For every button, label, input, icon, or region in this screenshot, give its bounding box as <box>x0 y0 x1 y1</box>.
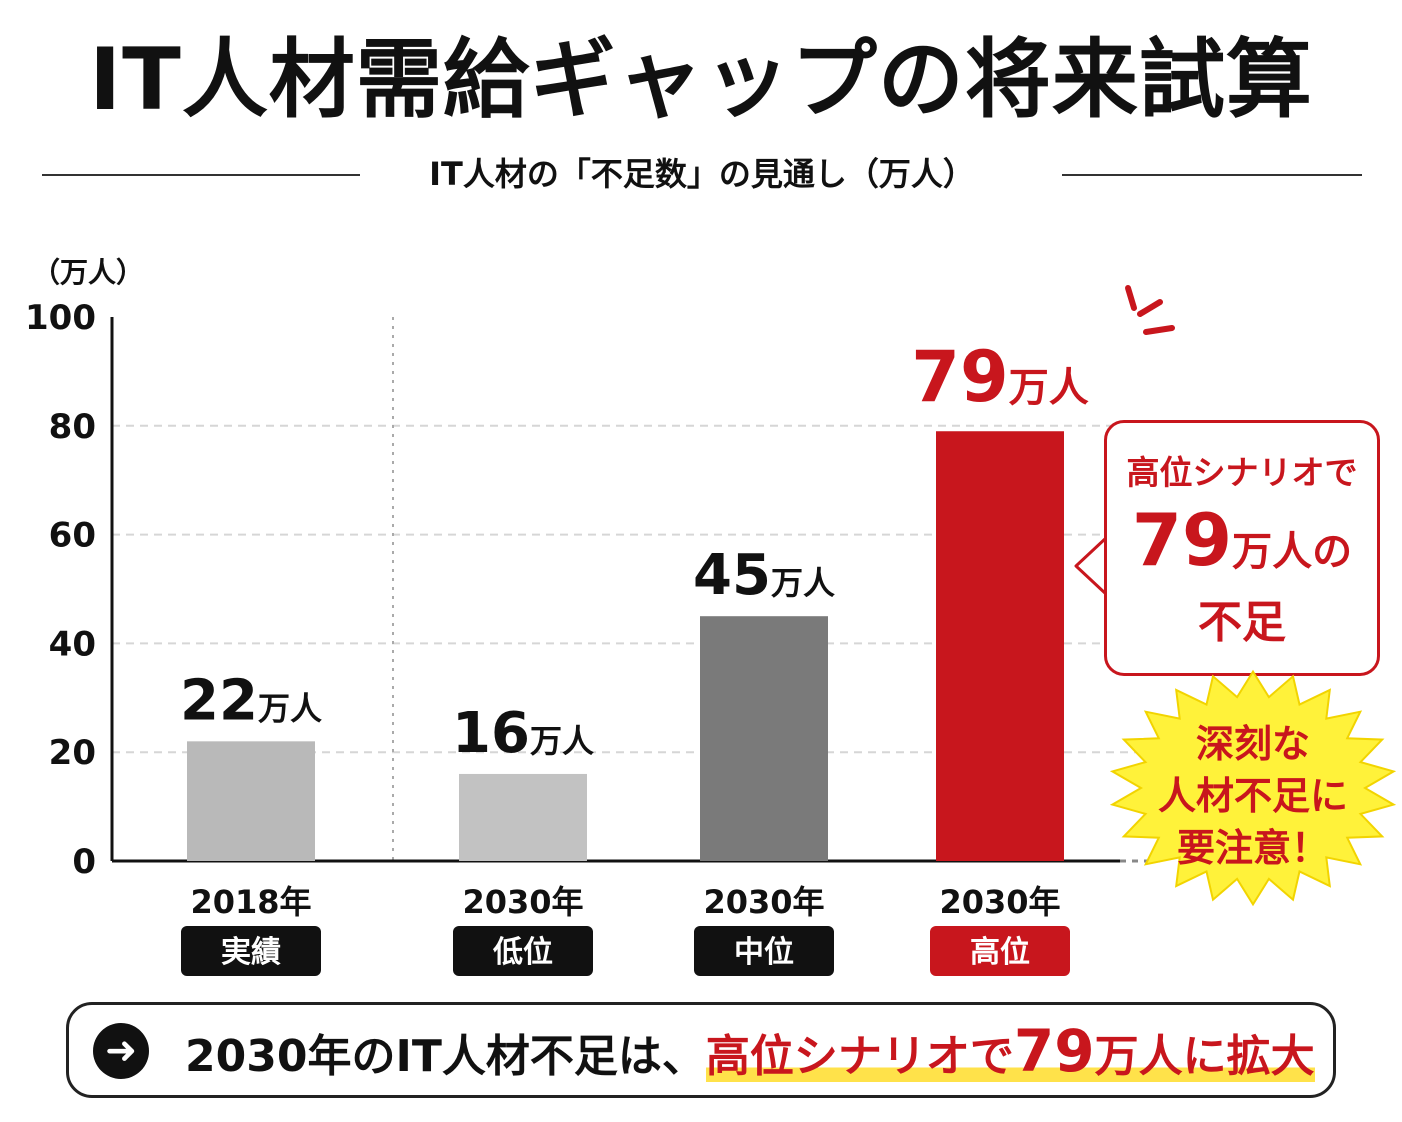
alarm-lines-icon <box>1125 285 1175 335</box>
x-category-tag: 実績 <box>221 935 281 970</box>
callout-value-line: 79万人の <box>1107 503 1377 597</box>
y-tick-label: 60 <box>49 516 96 556</box>
chart-subtitle: IT人材の「不足数」の見通し（万人） <box>429 155 975 193</box>
summary-highlight-number: 79 <box>1013 1017 1095 1085</box>
summary-highlight-suffix: 万人に拡大 <box>1094 1031 1315 1082</box>
chart-subtitle-row: IT人材の「不足数」の見通し（万人） <box>42 152 1362 196</box>
arrow-right-icon: ➜ <box>93 1023 149 1079</box>
x-category-tag-box <box>694 926 834 976</box>
x-category-year: 2030年 <box>939 883 1060 921</box>
y-tick-label: 40 <box>49 624 96 664</box>
x-category-tag: 高位 <box>970 935 1030 970</box>
y-tick-label: 100 <box>25 298 96 338</box>
bar-value-label: 16万人 <box>452 701 594 766</box>
callout-unit: 万人の <box>1232 529 1353 575</box>
bar <box>459 773 587 861</box>
warning-line-3: 要注意！ <box>1176 826 1329 870</box>
callout-number: 79 <box>1131 498 1233 582</box>
y-axis-unit-label: （万人） <box>32 256 144 289</box>
x-category-year: 2030年 <box>462 883 583 921</box>
bar-value-label: 22万人 <box>180 668 322 733</box>
page-title: IT人材需給ギャップの将来試算 <box>89 30 1313 130</box>
warning-line-1: 深刻な <box>1195 722 1310 766</box>
summary-text: 2030年のIT人材不足は、高位シナリオで79万人に拡大 <box>185 1017 1315 1091</box>
x-category-tag-box <box>930 926 1070 976</box>
scenario-callout: 高位シナリオで 79万人の 不足 <box>1104 420 1380 676</box>
bar-value-label: 45万人 <box>693 543 835 608</box>
bar-value-label: 79万人 <box>911 336 1088 418</box>
x-category-tag-box <box>181 926 321 976</box>
x-category-tag: 中位 <box>734 935 794 970</box>
x-category-tag: 低位 <box>492 935 553 970</box>
subtitle-divider-left <box>42 174 360 176</box>
x-category-year: 2030年 <box>703 883 824 921</box>
x-category-tag-box <box>453 926 593 976</box>
y-tick-label: 0 <box>72 842 96 882</box>
summary-box: ➜ 2030年のIT人材不足は、高位シナリオで79万人に拡大 <box>66 1002 1336 1098</box>
subtitle-divider-right <box>1062 174 1362 176</box>
bar <box>936 431 1064 861</box>
x-category-year: 2018年 <box>190 883 311 921</box>
warning-text: 深刻な 人材不足に 要注意！ <box>1138 718 1368 874</box>
bar <box>187 741 315 861</box>
callout-line-3: 不足 <box>1198 597 1286 648</box>
summary-highlight-text: 高位シナリオで <box>705 1031 1014 1082</box>
bar <box>700 616 828 861</box>
summary-highlight: 高位シナリオで79万人に拡大 <box>705 1017 1315 1085</box>
y-tick-label: 20 <box>49 733 96 773</box>
warning-line-2: 人材不足に <box>1157 774 1348 818</box>
y-tick-label: 80 <box>49 407 96 447</box>
warning-burst <box>1109 669 1397 907</box>
callout-line-1: 高位シナリオで <box>1126 453 1358 492</box>
summary-prefix: 2030年のIT人材不足は、 <box>185 1031 706 1082</box>
